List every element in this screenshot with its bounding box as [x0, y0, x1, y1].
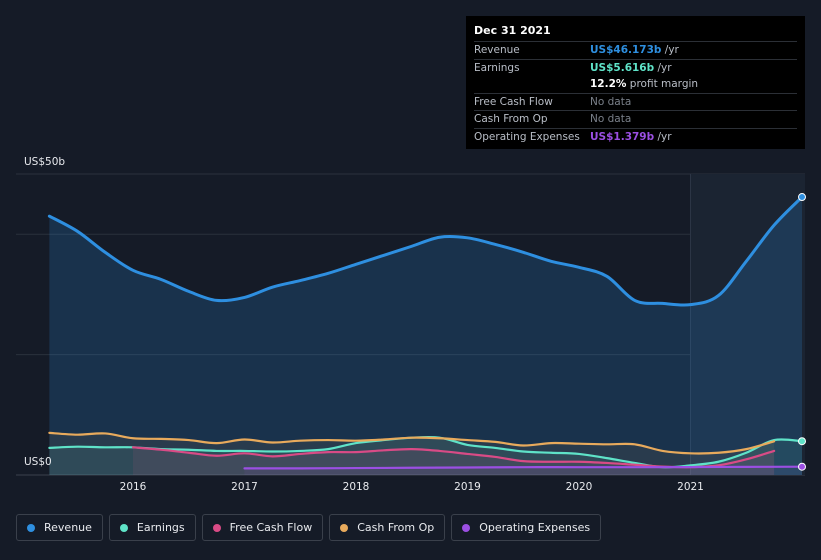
tooltip-row-value: No data — [590, 111, 631, 128]
x-tick-label: 2016 — [119, 481, 147, 493]
forecast-band — [690, 174, 805, 475]
tooltip-value: 12.2% — [590, 78, 627, 90]
tooltip-row-value: US$5.616b /yr — [590, 60, 672, 77]
data-tooltip: Dec 31 2021 Revenue US$46.173b /yr Earning… — [466, 16, 805, 149]
x-tick-label: 2019 — [454, 481, 481, 493]
legend-item-free-cash-flow[interactable]: Free Cash Flow — [201, 514, 324, 541]
cash-from-op-area — [49, 432, 775, 475]
tooltip-row-label: Earnings — [474, 61, 520, 74]
tooltip-date: Dec 31 2021 — [474, 24, 551, 37]
legend-label: Revenue — [44, 521, 92, 534]
tooltip-row: Cash From Op No data — [474, 110, 797, 128]
tooltip-row-value: No data — [590, 94, 631, 111]
tooltip-row-label: Revenue — [474, 44, 520, 56]
chart-gridlines — [16, 173, 805, 476]
earnings-end-point — [798, 437, 806, 446]
cash-from-op-line — [48, 431, 776, 455]
y-axis-bottom-label: US$0 — [24, 456, 52, 468]
tooltip-value: US$5.616b — [590, 61, 655, 74]
legend-dot-icon — [119, 523, 128, 532]
forecast-region — [690, 174, 805, 475]
chart-legend: Revenue Earnings Free Cash Flow Cash From O… — [16, 514, 602, 541]
legend-item-cash-from-op[interactable]: Cash From Op — [329, 514, 446, 541]
earnings-area — [49, 437, 802, 475]
operating-expenses-line — [243, 465, 804, 470]
legend-label: Cash From Op — [357, 521, 435, 534]
tooltip-row: Revenue US$46.173b /yr — [474, 41, 797, 59]
revenue-end-point — [798, 193, 806, 202]
tooltip-row: 12.2% profit margin — [474, 76, 797, 93]
tooltip-value: US$46.173b — [590, 44, 662, 56]
tooltip-value: US$1.379b — [590, 130, 655, 143]
tooltip-row-value: US$1.379b /yr — [590, 129, 672, 146]
tooltip-row-label — [474, 76, 590, 93]
tooltip-value: No data — [590, 113, 632, 125]
tooltip-unit: /yr — [661, 44, 679, 56]
legend-item-earnings[interactable]: Earnings — [108, 514, 196, 541]
legend-label: Earnings — [136, 521, 185, 534]
y-axis-top-label: US$50b — [24, 156, 66, 168]
series-areas — [49, 197, 802, 475]
tooltip-unit: profit margin — [626, 78, 699, 90]
legend-dot-icon — [27, 523, 35, 532]
tooltip-row-value: US$46.173b /yr — [590, 42, 679, 59]
tooltip-row: Operating Expenses US$1.379b /yr — [474, 127, 797, 146]
x-tick-label: 2020 — [565, 481, 593, 493]
legend-label: Operating Expenses — [479, 521, 591, 534]
legend-label: Free Cash Flow — [229, 521, 313, 534]
tooltip-row-label: Cash From Op — [474, 113, 548, 125]
tooltip-row: Earnings US$5.616b /yr — [474, 58, 797, 77]
tooltip-value: No data — [590, 95, 632, 108]
series-end-points — [798, 193, 806, 471]
tooltip-row-value: 12.2% profit margin — [590, 76, 698, 93]
operating-expenses-end-point — [798, 462, 806, 471]
tooltip-rows: Revenue US$46.173b /yr Earnings US$5.616b /… — [474, 41, 797, 145]
tooltip-unit: /yr — [654, 61, 672, 74]
x-tick-label: 2017 — [231, 481, 258, 493]
x-tick-label: 2021 — [677, 481, 704, 493]
legend-dot-icon — [340, 523, 349, 532]
x-tick-label: 2018 — [342, 481, 370, 493]
series-lines — [47, 195, 804, 470]
revenue-line — [47, 195, 804, 307]
legend-dot-icon — [462, 523, 471, 532]
tooltip-row: Free Cash Flow No data — [474, 92, 797, 111]
tooltip-row-label: Free Cash Flow — [474, 95, 553, 108]
legend-dot-icon — [212, 523, 221, 532]
revenue-area — [49, 197, 802, 475]
legend-item-operating-expenses[interactable]: Operating Expenses — [451, 514, 602, 541]
tooltip-unit: /yr — [654, 130, 672, 143]
legend-item-revenue[interactable]: Revenue — [16, 514, 103, 541]
tooltip-row-label: Operating Expenses — [474, 130, 580, 143]
